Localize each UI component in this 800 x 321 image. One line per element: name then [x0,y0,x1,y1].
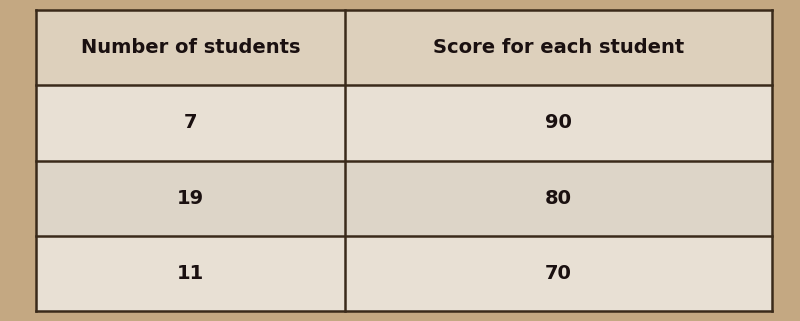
Text: 80: 80 [545,189,572,208]
Text: Score for each student: Score for each student [433,38,684,57]
Text: 19: 19 [177,189,204,208]
Text: 11: 11 [177,264,204,283]
Text: 7: 7 [184,113,198,132]
Text: 70: 70 [545,264,572,283]
Text: Number of students: Number of students [81,38,300,57]
Text: 90: 90 [545,113,572,132]
